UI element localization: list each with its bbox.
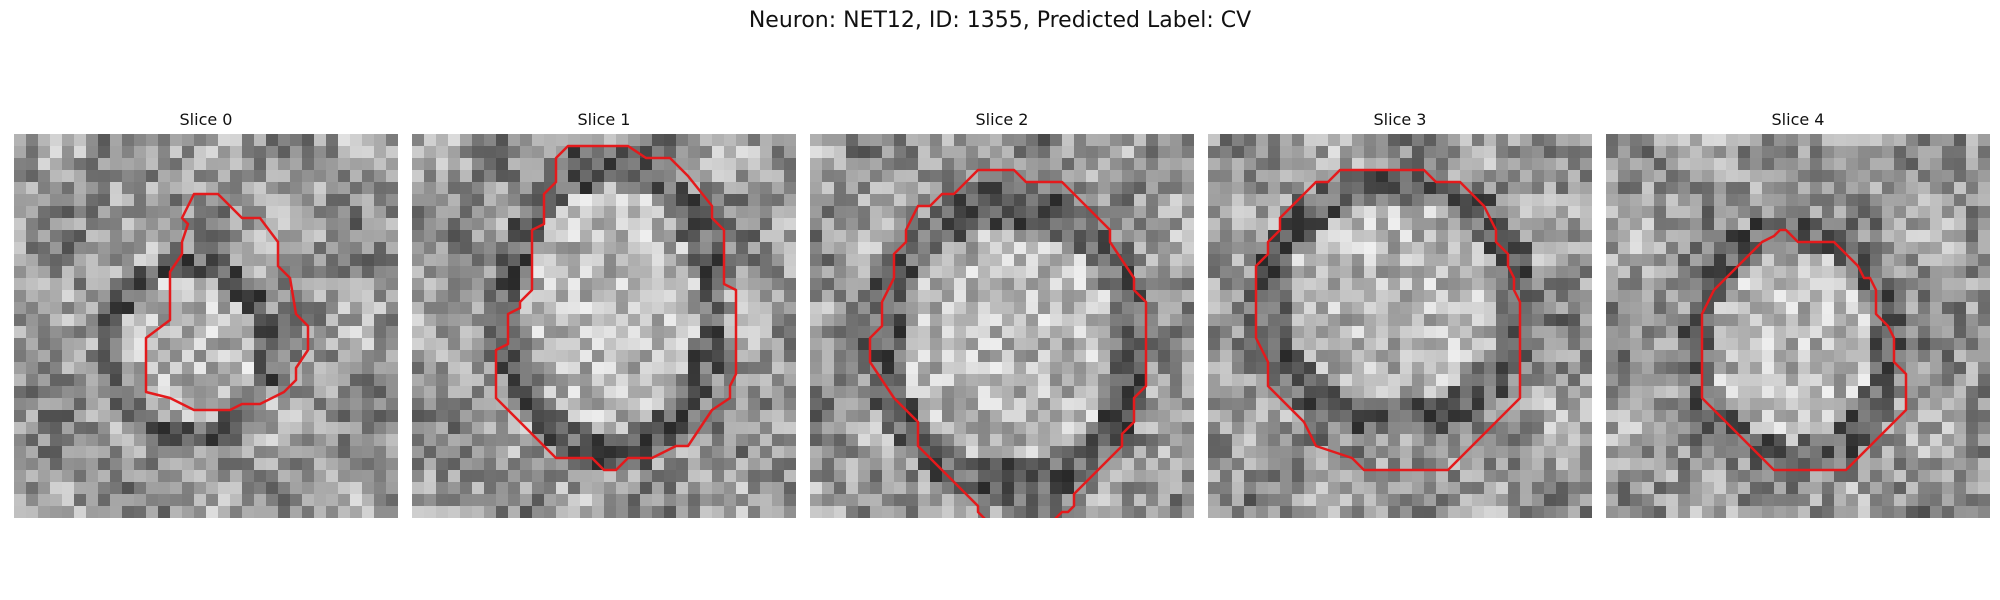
segmentation-contour-4 xyxy=(1700,228,1908,472)
segmentation-contour-2 xyxy=(868,168,1148,518)
slice-image-0 xyxy=(14,134,398,518)
segmentation-contour-0 xyxy=(144,192,310,412)
slice-image-1 xyxy=(412,134,796,518)
slice-title-0: Slice 0 xyxy=(179,110,233,129)
slice-title-3: Slice 3 xyxy=(1373,110,1427,129)
segmentation-contour-1 xyxy=(494,144,738,472)
segmentation-contour-3 xyxy=(1254,168,1522,472)
slice-title-4: Slice 4 xyxy=(1771,110,1825,129)
slice-image-2 xyxy=(810,134,1194,518)
slice-image-4 xyxy=(1606,134,1990,518)
slice-title-1: Slice 1 xyxy=(577,110,631,129)
slice-image-3 xyxy=(1208,134,1592,518)
slice-title-2: Slice 2 xyxy=(975,110,1029,129)
figure-title: Neuron: NET12, ID: 1355, Predicted Label… xyxy=(748,8,1252,33)
